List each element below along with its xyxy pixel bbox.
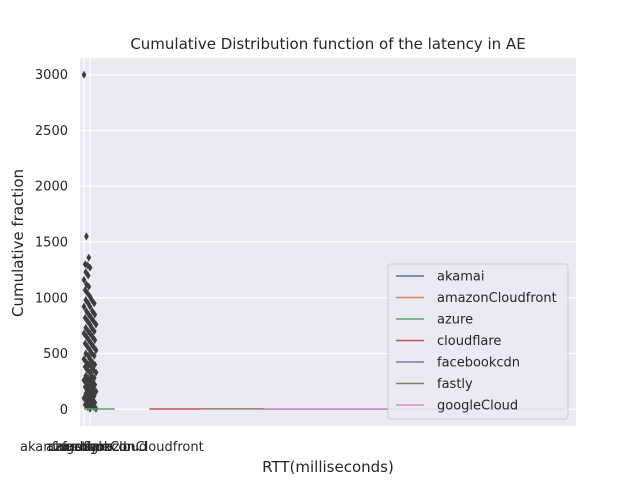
legend-label-amazonCloudfront: amazonCloudfront [437, 291, 557, 306]
outlier-point [91, 299, 97, 308]
legend-label-akamai: akamai [437, 270, 484, 285]
y-tick-label: 2500 [35, 124, 68, 139]
y-tick-label: 500 [43, 347, 68, 362]
outlier-point [84, 232, 89, 241]
outlier-point [91, 403, 96, 412]
x-tick-label: googleCloud [66, 440, 147, 455]
outlier-point [85, 261, 90, 270]
legend: akamai amazonCloudfront azure cloudflare fac… [387, 263, 569, 420]
outlier-point [85, 342, 90, 351]
outlier-point [82, 382, 88, 391]
outlier-point [85, 299, 91, 308]
outlier-point [82, 362, 88, 371]
outlier-point [82, 260, 88, 269]
y-tick-label: 0 [60, 403, 68, 418]
outlier-point [93, 320, 99, 329]
outlier-point [85, 366, 90, 375]
outlier-point [85, 317, 90, 326]
x-tick-label: akamai [20, 440, 67, 455]
outlier-point [91, 351, 97, 360]
outlier-point [84, 280, 89, 289]
outlier-point [82, 313, 88, 322]
y-tick-label: 1000 [35, 291, 68, 306]
x-tick-label: amazonCloudfront [84, 440, 204, 455]
outlier-point [87, 263, 93, 272]
outlier-point [85, 271, 91, 280]
x-tick-label: facebookcdn [52, 440, 135, 455]
outlier-point [93, 346, 99, 355]
outlier-point [90, 378, 95, 387]
outlier-point [84, 358, 89, 367]
outlier-point [85, 327, 91, 336]
legend-label-googleCloud: googleCloud [437, 399, 518, 414]
outlier-point [82, 285, 88, 294]
outlier-point [88, 313, 94, 322]
outlier-point [90, 307, 95, 316]
x-tick-labels: akamai amazonCloudfrontazurecloudflarefac… [20, 440, 204, 455]
outlier-point [92, 380, 98, 389]
chart-title: Cumulative Distribution function of the … [130, 35, 525, 53]
outlier-point [93, 368, 99, 377]
outlier-point [85, 403, 90, 412]
outlier-point [88, 339, 94, 348]
outlier-point [85, 385, 90, 394]
outlier-point [81, 302, 87, 311]
outlier-point [85, 289, 90, 298]
outlier-point [91, 327, 97, 336]
outlier-point [84, 332, 89, 341]
legend-label-cloudflare: cloudflare [437, 334, 501, 349]
outlier-point [87, 302, 93, 311]
y-tick-label: 3000 [35, 68, 68, 83]
x-tick-label: cloudflare [48, 440, 112, 455]
outlier-point [84, 307, 89, 316]
x-tick-label: azure [46, 440, 82, 455]
outlier-point [92, 398, 98, 407]
legend-entries: akamai amazonCloudfront azure cloudflare fac… [396, 270, 557, 414]
outlier-point [84, 378, 89, 387]
outlier-point [91, 317, 96, 326]
outlier-point [91, 366, 96, 375]
outlier-point [86, 282, 92, 291]
outlier-point [82, 400, 88, 409]
outlier-point [90, 396, 95, 405]
y-tick-label: 2000 [35, 180, 68, 195]
outlier-point [82, 339, 88, 348]
legend-label-azure: azure [437, 313, 473, 328]
legend-label-facebookcdn: facebookcdn [437, 356, 520, 371]
outlier-point [91, 342, 96, 351]
legend-label-fastly: fastly [437, 377, 473, 392]
x-axis-label: RTT(milliseconds) [262, 458, 394, 476]
y-tick-label: 1500 [35, 236, 68, 251]
outlier-point [90, 332, 95, 341]
outlier-point [92, 336, 98, 345]
y-axis-label: Cumulative fraction [9, 169, 27, 317]
outlier-point [84, 396, 89, 405]
outlier-point [90, 358, 95, 367]
x-tick-label: fastly [62, 440, 98, 455]
outlier-point [85, 351, 91, 360]
y-tick-labels: 0 500 1000 1500 2000 2500 3000 [35, 68, 68, 418]
outlier-point [91, 385, 96, 394]
outlier-point [81, 275, 87, 284]
legend-box [387, 263, 569, 420]
outlier-point [81, 70, 87, 79]
outlier-point [92, 360, 98, 369]
outlier-point [92, 310, 98, 319]
outlier-point [86, 253, 92, 262]
